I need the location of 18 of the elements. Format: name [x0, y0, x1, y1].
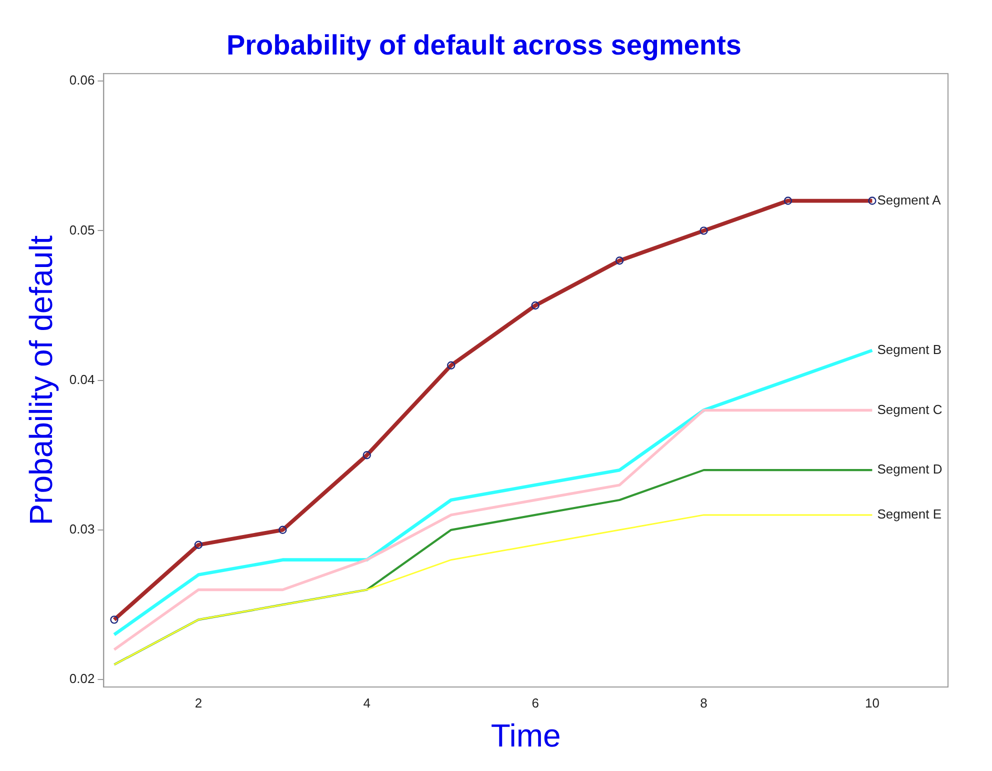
- x-tick-label: 4: [363, 695, 371, 710]
- chart-title: Probability of default across segments: [226, 30, 742, 61]
- y-tick-label: 0.03: [69, 521, 95, 536]
- y-tick-label: 0.06: [69, 72, 95, 88]
- series-label: Segment D: [877, 462, 942, 477]
- y-tick-label: 0.05: [69, 222, 95, 238]
- series-label: Segment A: [877, 192, 942, 208]
- x-tick-label: 6: [532, 695, 539, 710]
- y-tick-label: 0.04: [69, 372, 95, 387]
- x-tick-label: 2: [194, 695, 202, 710]
- x-tick-label: 10: [864, 695, 880, 710]
- x-tick-label: 8: [700, 695, 708, 710]
- y-tick-label: 0.02: [69, 671, 95, 686]
- x-axis-title: Time: [490, 718, 561, 754]
- y-axis-title: Probability of default: [23, 235, 60, 526]
- series-label: Segment E: [877, 506, 942, 522]
- series-label: Segment B: [877, 342, 942, 357]
- series-label: Segment C: [877, 402, 942, 417]
